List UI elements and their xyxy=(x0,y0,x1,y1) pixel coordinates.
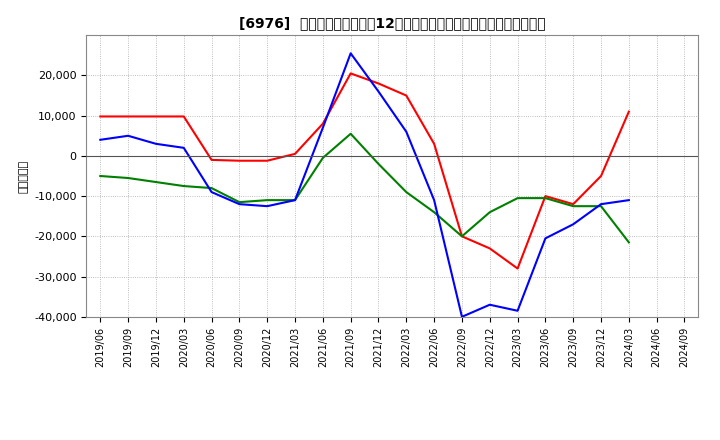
営業CF xyxy=(207,157,216,162)
営業CF xyxy=(346,71,355,76)
投資CF xyxy=(402,190,410,195)
Y-axis label: （百万円）: （百万円） xyxy=(19,159,29,193)
営業CF xyxy=(124,114,132,119)
フリーCF xyxy=(569,222,577,227)
投資CF xyxy=(291,198,300,203)
フリーCF xyxy=(318,125,327,130)
フリーCF xyxy=(541,236,550,241)
営業CF xyxy=(624,109,633,114)
投資CF xyxy=(374,161,383,167)
営業CF xyxy=(402,93,410,98)
営業CF xyxy=(291,151,300,157)
営業CF xyxy=(179,114,188,119)
営業CF xyxy=(541,194,550,199)
営業CF xyxy=(485,246,494,251)
フリーCF xyxy=(485,302,494,308)
営業CF xyxy=(458,234,467,239)
フリーCF xyxy=(402,129,410,134)
投資CF xyxy=(624,240,633,245)
フリーCF xyxy=(458,314,467,319)
営業CF xyxy=(263,158,271,163)
営業CF xyxy=(96,114,104,119)
投資CF xyxy=(124,176,132,181)
Line: 営業CF: 営業CF xyxy=(100,73,629,268)
フリーCF xyxy=(235,202,243,207)
営業CF xyxy=(152,114,161,119)
フリーCF xyxy=(207,190,216,195)
フリーCF xyxy=(513,308,522,313)
投資CF xyxy=(430,209,438,215)
投資CF xyxy=(458,234,467,239)
投資CF xyxy=(207,185,216,191)
フリーCF xyxy=(124,133,132,139)
投資CF xyxy=(346,131,355,136)
営業CF xyxy=(569,202,577,207)
フリーCF xyxy=(624,198,633,203)
フリーCF xyxy=(179,145,188,150)
Line: フリーCF: フリーCF xyxy=(100,53,629,317)
投資CF xyxy=(263,198,271,203)
営業CF xyxy=(374,81,383,86)
フリーCF xyxy=(291,198,300,203)
Line: 投資CF: 投資CF xyxy=(100,134,629,242)
営業CF xyxy=(513,266,522,271)
フリーCF xyxy=(346,51,355,56)
投資CF xyxy=(179,183,188,189)
投資CF xyxy=(513,195,522,201)
営業CF xyxy=(597,173,606,179)
投資CF xyxy=(235,199,243,205)
営業CF xyxy=(318,121,327,126)
投資CF xyxy=(569,204,577,209)
フリーCF xyxy=(374,89,383,94)
投資CF xyxy=(541,195,550,201)
フリーCF xyxy=(263,204,271,209)
Title: [6976]  キャッシュフローの12か月移動合計の対前年同期増減額の推移: [6976] キャッシュフローの12か月移動合計の対前年同期増減額の推移 xyxy=(239,16,546,30)
フリーCF xyxy=(152,141,161,147)
投資CF xyxy=(597,204,606,209)
営業CF xyxy=(235,158,243,163)
投資CF xyxy=(152,180,161,185)
フリーCF xyxy=(96,137,104,143)
投資CF xyxy=(485,209,494,215)
営業CF xyxy=(430,141,438,147)
投資CF xyxy=(318,155,327,161)
フリーCF xyxy=(597,202,606,207)
フリーCF xyxy=(430,198,438,203)
投資CF xyxy=(96,173,104,179)
